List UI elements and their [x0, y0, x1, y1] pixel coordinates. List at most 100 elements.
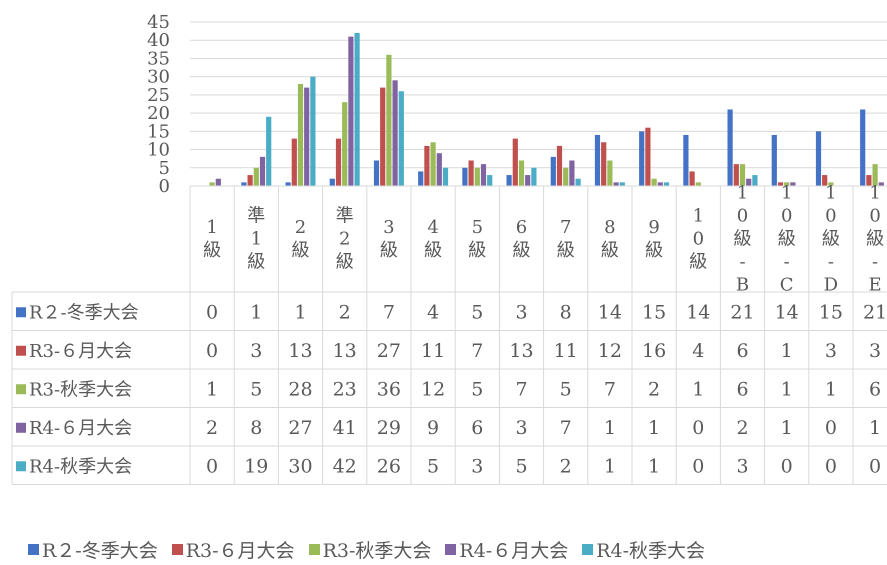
table-cell-value: 12	[598, 340, 622, 362]
table-cell-value: 15	[642, 301, 666, 323]
table-cell-value: 7	[604, 378, 616, 400]
table-cell-value: 21	[863, 301, 887, 323]
bar	[728, 109, 733, 186]
bar	[696, 182, 701, 186]
table-series-name: R２-冬季大会	[29, 302, 139, 323]
bar	[386, 55, 391, 186]
y-tick-label: 35	[147, 48, 170, 69]
bar	[860, 109, 865, 186]
table-cell-value: 41	[333, 417, 357, 439]
table-series-swatch	[16, 423, 26, 433]
table-cell-value: 29	[377, 417, 401, 439]
bar	[752, 175, 757, 186]
table-cell-value: 5	[515, 455, 527, 477]
bar	[531, 168, 536, 186]
y-tick-label: 20	[147, 103, 170, 124]
y-tick-label: 0	[159, 176, 170, 197]
table-cell-value: 14	[598, 301, 622, 323]
table-cell-value: 1	[869, 417, 881, 439]
table-cell-value: 8	[560, 301, 572, 323]
table-cell-value: 1	[648, 455, 660, 477]
table-cell-value: 0	[692, 417, 704, 439]
table-cell-value: 0	[781, 455, 793, 477]
legend-swatch	[172, 544, 183, 555]
bar	[614, 182, 619, 186]
bar	[551, 157, 556, 186]
x-tick-label: 1 0 級-C	[778, 183, 796, 296]
table-cell-value: 3	[736, 455, 748, 477]
table-cell-value: 1	[781, 340, 793, 362]
table-cell-value: 27	[377, 340, 401, 362]
table-cell-value: 27	[288, 417, 312, 439]
table-cell-value: 7	[515, 378, 527, 400]
bar	[374, 160, 379, 186]
legend-item: R4-６月大会	[445, 536, 568, 563]
table-cell-value: 6	[869, 378, 881, 400]
bar	[336, 139, 341, 186]
bar	[658, 182, 663, 186]
table-cell-value: 13	[288, 340, 312, 362]
bar	[557, 146, 562, 186]
table-cell-value: 26	[377, 455, 401, 477]
legend-swatch	[445, 544, 456, 555]
table-cell-value: 1	[604, 417, 616, 439]
table-cell-value: 5	[471, 301, 483, 323]
table-cell-value: 16	[642, 340, 666, 362]
table-cell-value: 21	[730, 301, 754, 323]
bar	[355, 33, 360, 186]
table-cell-value: 3	[515, 301, 527, 323]
x-tick-label: 1級	[203, 217, 221, 261]
bar	[443, 168, 448, 186]
table-cell-value: 6	[736, 340, 748, 362]
table-cell-value: 1	[825, 378, 837, 400]
bar	[462, 168, 467, 186]
table-cell-value: 0	[825, 417, 837, 439]
table-cell-value: 0	[692, 455, 704, 477]
table-cell-value: 3	[515, 417, 527, 439]
table-cell-value: 1	[781, 417, 793, 439]
bar	[513, 139, 518, 186]
bar	[424, 146, 429, 186]
table-cell-value: 6	[471, 417, 483, 439]
table-cell-value: 0	[825, 455, 837, 477]
table-cell-value: 42	[333, 455, 357, 477]
table-cell-value: 0	[869, 455, 881, 477]
table-cell-value: 14	[775, 301, 799, 323]
bar	[607, 160, 612, 186]
table-series-name: R4-秋季大会	[29, 456, 132, 477]
bar	[639, 131, 644, 186]
bar	[652, 179, 657, 186]
table-series-swatch	[16, 307, 26, 317]
y-tick-label: 5	[159, 158, 170, 179]
table-cell-value: 9	[427, 417, 439, 439]
legend-swatch	[28, 544, 39, 555]
y-tick-label: 40	[147, 30, 170, 51]
table-cell-value: 0	[206, 455, 218, 477]
table-cell-value: 5	[427, 455, 439, 477]
y-tick-label: 25	[147, 85, 170, 106]
table-cell-value: 1	[294, 301, 306, 323]
table-cell-value: 12	[421, 378, 445, 400]
bar	[601, 142, 606, 186]
legend-item: R3-６月大会	[172, 536, 295, 563]
bar	[348, 37, 353, 186]
table-cell-value: 23	[333, 378, 357, 400]
table-cell-value: 1	[604, 455, 616, 477]
bar	[690, 171, 695, 186]
table-cell-value: 28	[288, 378, 312, 400]
legend-label: R4-秋季大会	[596, 536, 705, 563]
y-tick-label: 10	[147, 140, 170, 161]
bar	[241, 182, 246, 186]
bar	[292, 139, 297, 186]
bar	[304, 88, 309, 186]
bar	[507, 175, 512, 186]
bar	[342, 102, 347, 186]
table-series-swatch	[16, 461, 26, 471]
table-cell-value: 1	[692, 378, 704, 400]
table-cell-value: 1	[250, 301, 262, 323]
table-cell-value: 19	[244, 455, 268, 477]
y-tick-label: 15	[147, 121, 170, 142]
